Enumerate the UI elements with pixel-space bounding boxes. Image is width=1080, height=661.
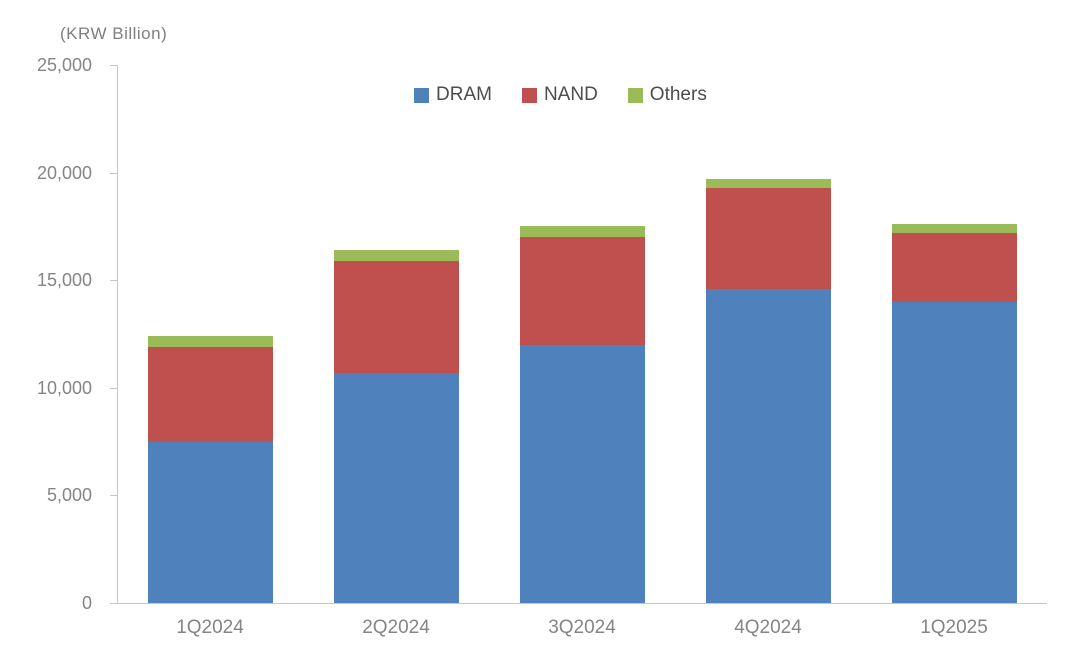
bar-segment-nand-2q2024	[333, 260, 459, 373]
bar-segment-nand-4q2024	[705, 187, 831, 289]
bar-segment-dram-4q2024	[705, 288, 831, 603]
legend-swatch-others	[627, 87, 643, 103]
legend-label-others: Others	[649, 84, 707, 105]
y-axis-tick	[110, 280, 117, 281]
legend-item-others: Others	[627, 84, 707, 106]
bar-segment-others-4q2024	[705, 179, 831, 188]
bar-segment-dram-1q2025	[891, 301, 1017, 603]
x-axis-tick-label: 4Q2024	[734, 617, 802, 638]
bar-segment-nand-3q2024	[519, 237, 645, 345]
x-axis-tick-label: 1Q2024	[176, 617, 244, 638]
x-axis-tick-label: 1Q2025	[920, 617, 988, 638]
y-axis-tick	[110, 388, 117, 389]
legend: DRAM NAND Others	[414, 84, 707, 106]
x-axis-tick-label: 2Q2024	[362, 617, 430, 638]
bar-segment-dram-2q2024	[333, 372, 459, 603]
bar-segment-dram-3q2024	[519, 344, 645, 603]
y-axis-tick	[110, 603, 117, 604]
bar-segment-nand-1q2024	[147, 346, 273, 442]
bar-segment-nand-1q2025	[891, 232, 1017, 302]
y-axis-tick	[110, 495, 117, 496]
legend-item-dram: DRAM	[414, 84, 492, 106]
legend-swatch-dram	[414, 87, 429, 103]
y-axis-tick-label: 5,000	[46, 485, 92, 506]
legend-label-nand: NAND	[543, 84, 598, 105]
y-axis-tick-label: 0	[81, 593, 92, 613]
y-axis-tick	[110, 173, 117, 174]
legend-swatch-nand	[521, 87, 537, 103]
y-axis-tick	[110, 65, 117, 66]
x-axis-tick-label: 3Q2024	[548, 617, 616, 638]
y-axis-tick-label: 25,000	[36, 55, 92, 75]
x-axis-line	[117, 603, 1047, 604]
bar-segment-others-1q2025	[891, 224, 1017, 233]
y-axis-title: (KRW Billion)	[60, 24, 168, 43]
legend-item-nand: NAND	[521, 84, 598, 106]
y-axis-line	[117, 65, 118, 604]
legend-label-dram: DRAM	[436, 84, 492, 105]
bar-segment-others-3q2024	[519, 226, 645, 238]
bar-segment-others-1q2024	[147, 336, 273, 347]
bar-segment-others-2q2024	[333, 250, 459, 261]
y-axis-tick-label: 10,000	[36, 377, 92, 398]
y-axis-tick-label: 20,000	[36, 162, 92, 183]
y-axis-tick-label: 15,000	[36, 270, 92, 291]
bar-segment-dram-1q2024	[147, 441, 273, 603]
